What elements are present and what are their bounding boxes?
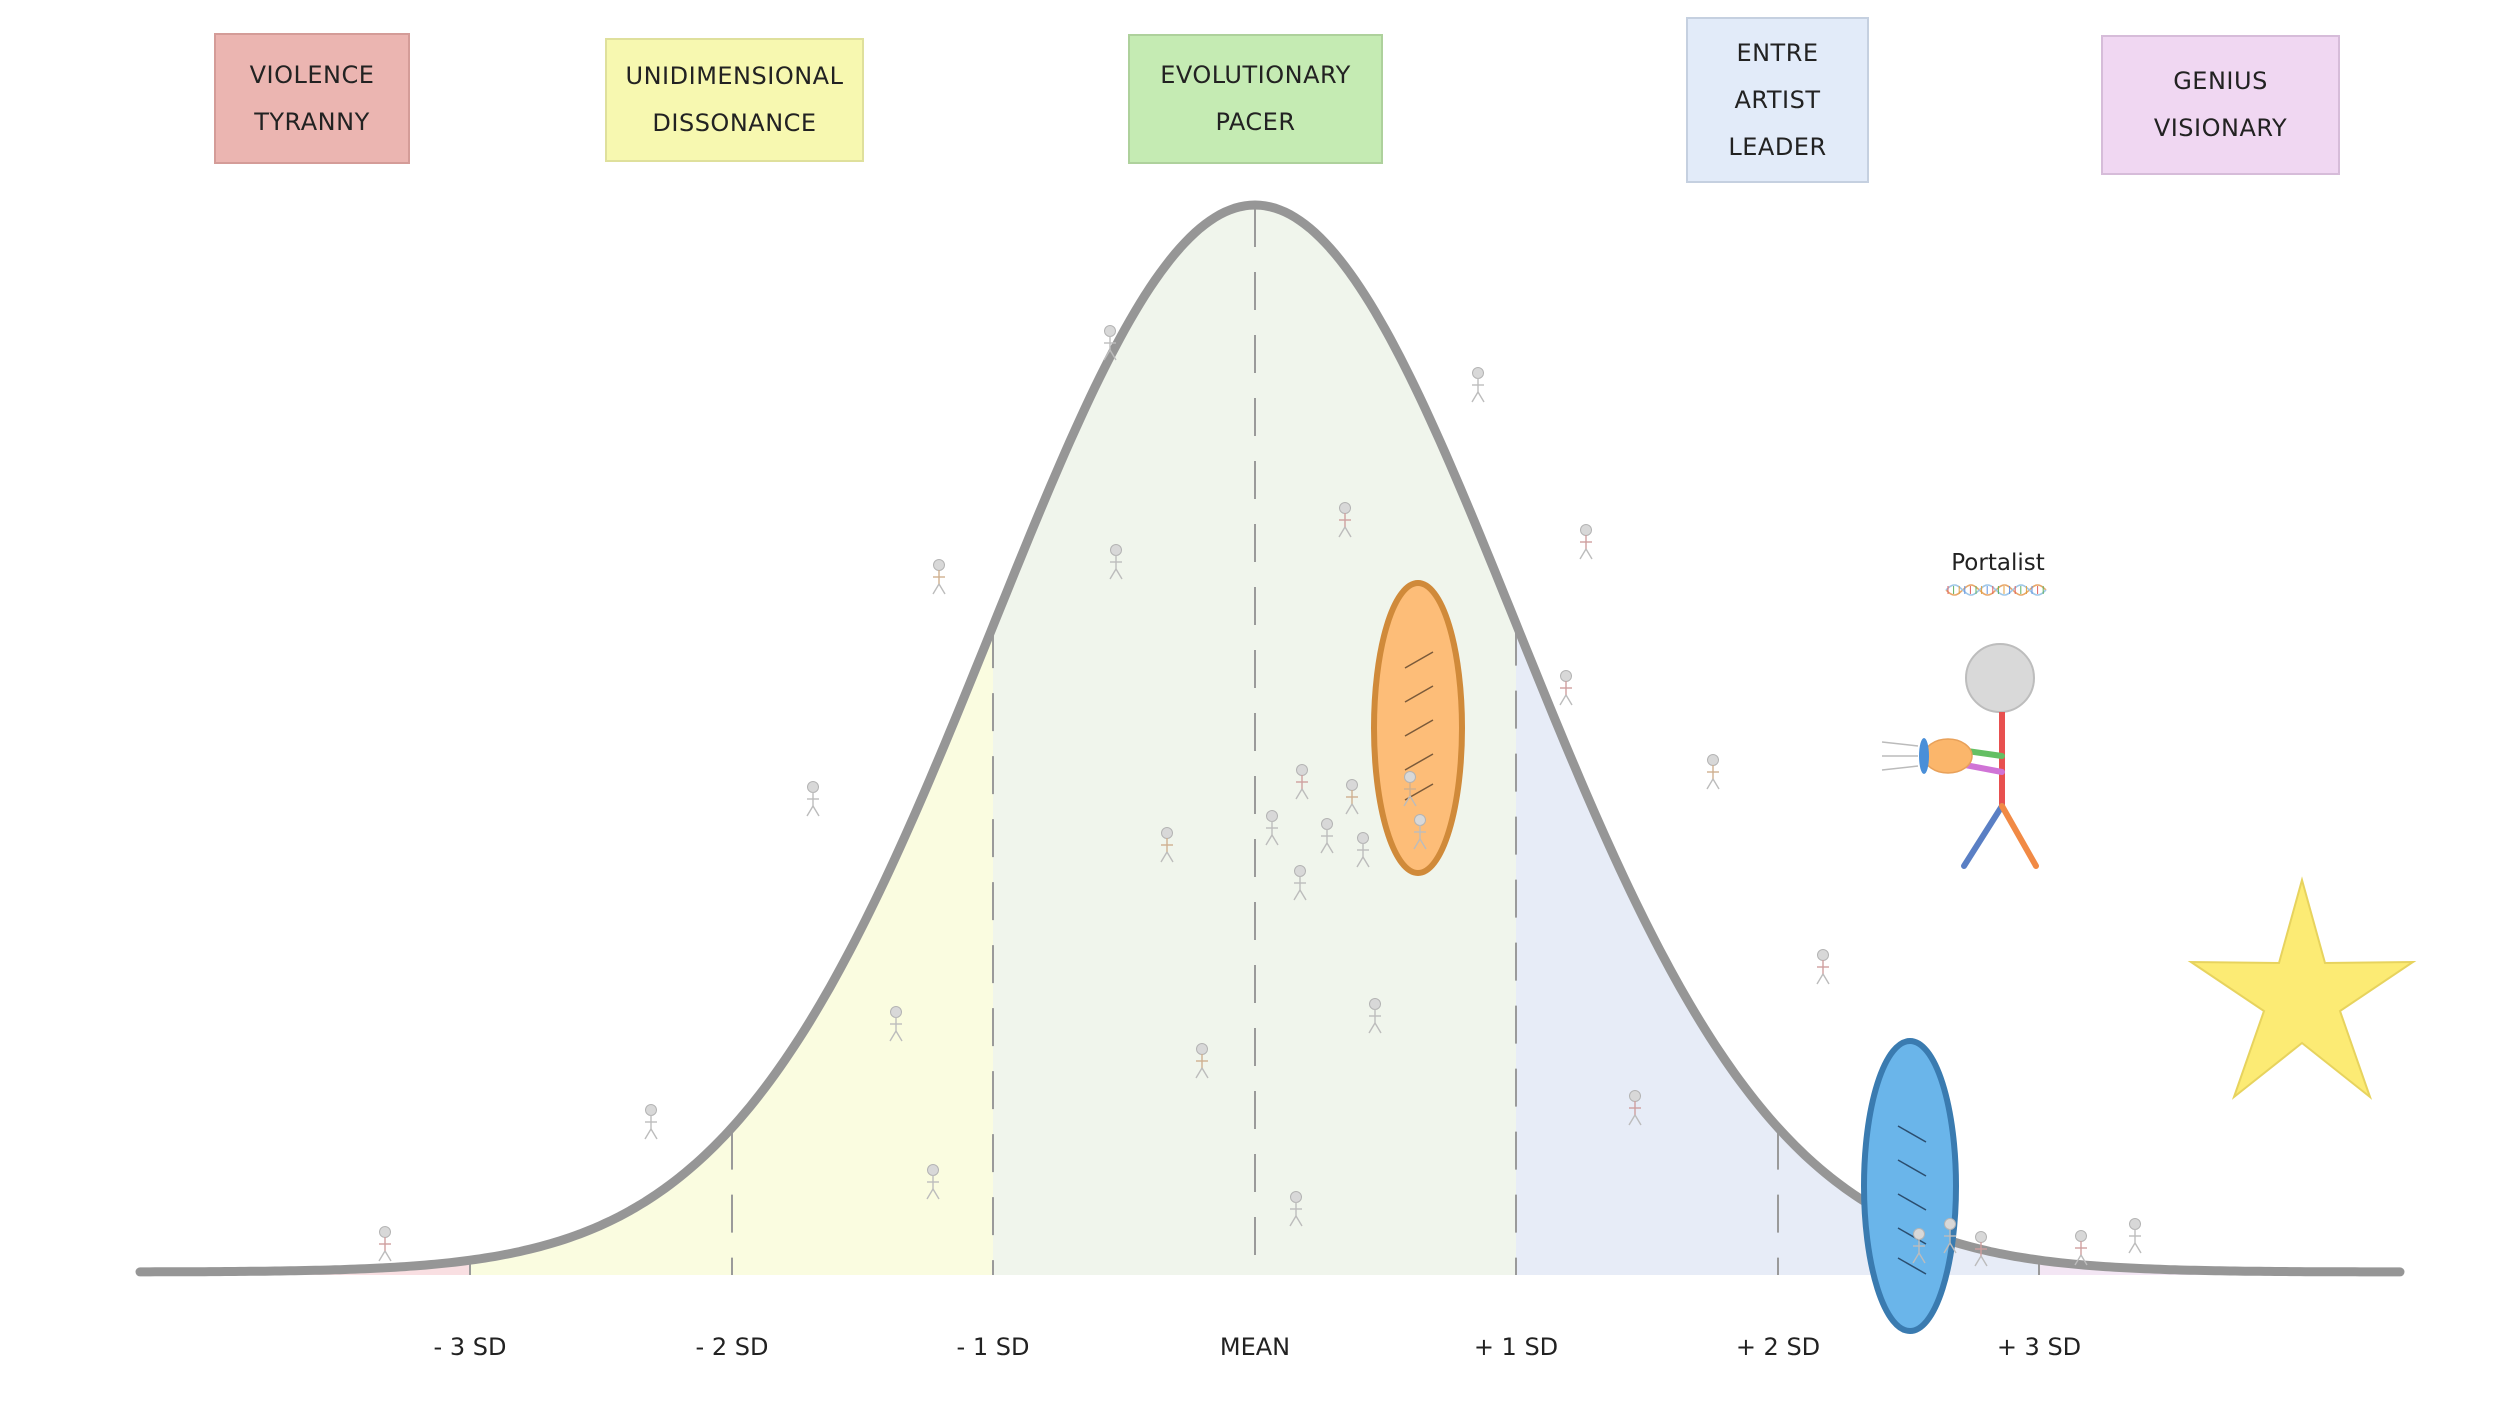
portalist-figure: Portalist bbox=[1881, 550, 2047, 869]
star-icon bbox=[2187, 876, 2417, 1100]
stick-figure bbox=[1403, 771, 1417, 807]
stick-figure bbox=[1345, 779, 1359, 815]
stick-figure bbox=[2074, 1230, 2088, 1266]
stick-figure bbox=[1295, 764, 1309, 800]
stick-figure bbox=[926, 1164, 940, 1200]
axis-label-plus-2sd: + 2 SD bbox=[1736, 1333, 1820, 1361]
portalist-head bbox=[1965, 643, 2035, 713]
stick-figure bbox=[1109, 544, 1123, 580]
box-line: DISSONANCE bbox=[652, 109, 817, 137]
box-violence-tyranny: VIOLENCE TYRANNY bbox=[214, 33, 410, 164]
axis-label-mean: MEAN bbox=[1220, 1333, 1290, 1361]
axis-label-plus-3sd: + 3 SD bbox=[1997, 1333, 2081, 1361]
stick-figure bbox=[1471, 367, 1485, 403]
stick-figure bbox=[1195, 1043, 1209, 1079]
region-violence bbox=[140, 205, 470, 1275]
box-line: VIOLENCE bbox=[249, 60, 375, 89]
box-line: UNIDIMENSIONAL bbox=[625, 62, 844, 90]
stick-figure bbox=[1289, 1191, 1303, 1227]
stick-figure bbox=[1293, 865, 1307, 901]
stick-figure bbox=[932, 559, 946, 595]
stick-figure bbox=[1579, 524, 1593, 560]
box-line: VISIONARY bbox=[2153, 114, 2288, 142]
stick-figure bbox=[1628, 1090, 1642, 1126]
stick-figure bbox=[1706, 754, 1720, 790]
stick-figure bbox=[889, 1006, 903, 1042]
box-unidimensional-dissonance: UNIDIMENSIONAL DISSONANCE bbox=[605, 38, 864, 162]
dna-icon bbox=[1945, 584, 2047, 596]
stick-figure bbox=[1338, 502, 1352, 538]
box-evolutionary-pacer: EVOLUTIONARY PACER bbox=[1128, 34, 1383, 164]
stick-figure bbox=[1320, 818, 1334, 854]
stick-figure bbox=[1559, 670, 1573, 706]
box-line: LEADER bbox=[1728, 132, 1827, 161]
portal-gun-icon bbox=[1881, 738, 1973, 774]
region-visionary bbox=[2039, 205, 2399, 1275]
axis-labels: - 3 SD - 2 SD - 1 SD MEAN + 1 SD + 2 SD … bbox=[434, 1333, 2082, 1361]
axis-label-minus-3sd: - 3 SD bbox=[434, 1333, 507, 1361]
bell-curve bbox=[135, 200, 2405, 1277]
sd-regions bbox=[140, 205, 2399, 1275]
blue-portal bbox=[1861, 1038, 1959, 1334]
stick-figure bbox=[806, 781, 820, 817]
axis-label-minus-1sd: - 1 SD bbox=[957, 1333, 1030, 1361]
box-line: EVOLUTIONARY bbox=[1160, 61, 1351, 89]
stick-figure bbox=[1103, 325, 1117, 361]
sd-divider-lines bbox=[469, 209, 2040, 1275]
axis-label-plus-1sd: + 1 SD bbox=[1474, 1333, 1558, 1361]
stick-figure bbox=[1816, 949, 1830, 985]
stick-figure bbox=[1265, 810, 1279, 846]
portalist-label: Portalist bbox=[1951, 550, 2044, 576]
box-line: PACER bbox=[1215, 108, 1296, 136]
box-line: ARTIST bbox=[1734, 85, 1821, 114]
stick-figure bbox=[1368, 998, 1382, 1034]
region-leader bbox=[1516, 205, 2039, 1275]
stick-figure bbox=[1160, 827, 1174, 863]
orange-portal bbox=[1371, 580, 1465, 876]
box-entre-artist-leader: ENTRE ARTIST LEADER bbox=[1686, 17, 1869, 183]
stick-figure bbox=[378, 1226, 392, 1262]
stick-figure bbox=[1912, 1228, 1926, 1264]
stick-figure bbox=[1974, 1231, 1988, 1267]
axis-label-minus-2sd: - 2 SD bbox=[696, 1333, 769, 1361]
stick-figure bbox=[2128, 1218, 2142, 1254]
box-line: ENTRE bbox=[1736, 38, 1819, 67]
box-genius-visionary: GENIUS VISIONARY bbox=[2101, 35, 2340, 175]
box-line: TYRANNY bbox=[254, 107, 370, 136]
stick-figure bbox=[644, 1104, 658, 1140]
stick-figure bbox=[1356, 832, 1370, 868]
stick-figure bbox=[1413, 814, 1427, 850]
region-dissonance bbox=[470, 205, 993, 1275]
stick-figure bbox=[1943, 1218, 1957, 1254]
portal-figures bbox=[1403, 771, 1988, 1267]
box-line: GENIUS bbox=[2173, 67, 2268, 95]
